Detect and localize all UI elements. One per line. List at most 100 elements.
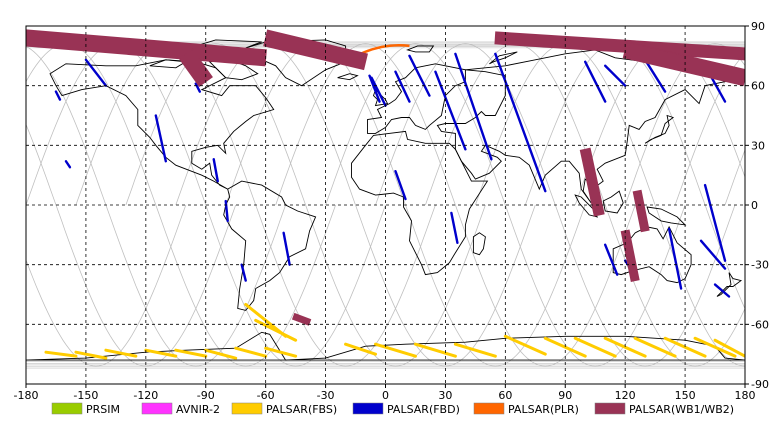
x-tick-label: 180 bbox=[735, 389, 756, 402]
swath-fbs bbox=[374, 342, 417, 358]
x-tick-label: -180 bbox=[14, 389, 39, 402]
swath-fbd bbox=[194, 82, 201, 93]
swath-fbd bbox=[494, 52, 547, 193]
swath-fbd bbox=[224, 199, 229, 223]
y-tick-label: -60 bbox=[751, 318, 769, 331]
swath-fbs bbox=[693, 336, 737, 358]
orbit-track bbox=[26, 204, 187, 367]
swath-wb bbox=[622, 41, 745, 87]
legend-swatch bbox=[473, 402, 505, 415]
swath-fbd bbox=[408, 54, 431, 97]
landmass-borneo bbox=[602, 190, 624, 214]
swath-fbd bbox=[394, 169, 407, 201]
legend-label: PALSAR(FBD) bbox=[387, 403, 460, 416]
legend-swatch bbox=[352, 402, 384, 415]
legend: PRSIM AVNIR-2 PALSAR(FBS) PALSAR(FBD) PALSAR… bbox=[51, 402, 734, 416]
swath-wb bbox=[291, 312, 312, 326]
swath-fbd bbox=[667, 227, 683, 290]
y-tick-label: -90 bbox=[751, 378, 769, 391]
swath-fbd bbox=[64, 160, 72, 169]
landmass-madagascar bbox=[472, 232, 486, 256]
swath-fbs bbox=[503, 334, 547, 356]
longitude-ticks: -180 -150 -120 -90 -60 -30 0 30 60 90 120 150 180 bbox=[14, 384, 756, 402]
x-tick-label: -120 bbox=[133, 389, 158, 402]
landmass-sumatra bbox=[574, 194, 599, 218]
swath-fbd bbox=[603, 243, 619, 276]
landmass-africa bbox=[351, 130, 489, 276]
swath-fbd bbox=[212, 158, 219, 183]
swath-fbd bbox=[713, 283, 731, 298]
landmass-europe bbox=[367, 63, 466, 134]
landmass-baffin-island bbox=[208, 59, 259, 81]
swath-fbs bbox=[44, 350, 78, 358]
x-tick-label: -150 bbox=[73, 389, 98, 402]
swath-fbs bbox=[204, 348, 238, 360]
y-tick-label: 0 bbox=[751, 199, 758, 212]
swath-fbd bbox=[454, 52, 493, 161]
orbit-track bbox=[674, 53, 745, 206]
swath-fbs bbox=[234, 346, 268, 358]
orbit-track bbox=[475, 43, 745, 367]
x-tick-label: 150 bbox=[675, 389, 696, 402]
x-tick-label: -30 bbox=[317, 389, 335, 402]
swath-fbd bbox=[240, 263, 247, 282]
landmass-asia bbox=[436, 49, 745, 204]
swath-fbs bbox=[633, 336, 677, 358]
swath-fbd bbox=[703, 183, 727, 262]
orbit-track bbox=[175, 43, 536, 367]
swath-wb bbox=[632, 189, 650, 233]
swath-fbd bbox=[434, 70, 467, 151]
swath-fbs bbox=[543, 336, 587, 358]
latitude-ticks: 90 60 30 0 -30 -60 -90 bbox=[745, 20, 769, 391]
swath-fbd bbox=[699, 239, 727, 270]
landmass-iceland bbox=[337, 73, 359, 81]
legend-label: PALSAR(WB1/WB2) bbox=[629, 403, 734, 416]
landmass-svalbard bbox=[406, 45, 435, 53]
swath-fbd bbox=[54, 90, 62, 101]
swath-fbs bbox=[663, 336, 707, 358]
legend-label: AVNIR-2 bbox=[176, 403, 220, 416]
x-tick-label: -90 bbox=[197, 389, 215, 402]
swath-fbs bbox=[264, 346, 298, 358]
swath-fbd bbox=[370, 76, 387, 107]
x-tick-label: 90 bbox=[558, 389, 572, 402]
swath-fbd bbox=[450, 211, 459, 244]
legend-swatch bbox=[51, 402, 83, 415]
swath-fbs bbox=[453, 342, 497, 358]
swath-fbs bbox=[104, 348, 138, 358]
landmass-south-america bbox=[223, 180, 317, 311]
x-tick-label: 30 bbox=[438, 389, 452, 402]
x-tick-label: 0 bbox=[382, 389, 389, 402]
landmass-japan bbox=[644, 114, 675, 144]
y-tick-label: -30 bbox=[751, 259, 769, 272]
swath-fbs bbox=[144, 348, 178, 358]
swath-fbd bbox=[643, 58, 667, 93]
x-tick-label: 60 bbox=[498, 389, 512, 402]
legend-swatch bbox=[231, 402, 263, 415]
swath-fbd bbox=[84, 58, 108, 87]
legend-swatch bbox=[141, 402, 173, 415]
swath-fbd bbox=[154, 114, 168, 163]
orbit-track bbox=[574, 43, 745, 206]
y-tick-label: 90 bbox=[751, 20, 765, 33]
swath-fbd bbox=[603, 64, 627, 87]
swath-wb bbox=[178, 48, 213, 88]
legend-label: PALSAR(PLR) bbox=[508, 403, 579, 416]
swath-fbs bbox=[344, 342, 378, 356]
swath-fbs bbox=[713, 338, 745, 358]
swath-fbs bbox=[413, 342, 457, 358]
swath-fbs bbox=[254, 318, 298, 342]
swath-fbd bbox=[282, 231, 291, 266]
x-tick-label: -60 bbox=[257, 389, 275, 402]
legend-label: PRSIM bbox=[86, 403, 120, 416]
swath-fbs bbox=[74, 350, 108, 360]
swath-fbs bbox=[573, 336, 617, 358]
legend-label: PALSAR(FBS) bbox=[266, 403, 337, 416]
swath-fbs bbox=[174, 348, 208, 358]
swath-fbd bbox=[368, 74, 381, 103]
swath-wb bbox=[263, 29, 368, 71]
legend-swatch bbox=[594, 402, 626, 415]
y-tick-label: 30 bbox=[751, 139, 765, 152]
y-tick-label: 60 bbox=[751, 80, 765, 93]
